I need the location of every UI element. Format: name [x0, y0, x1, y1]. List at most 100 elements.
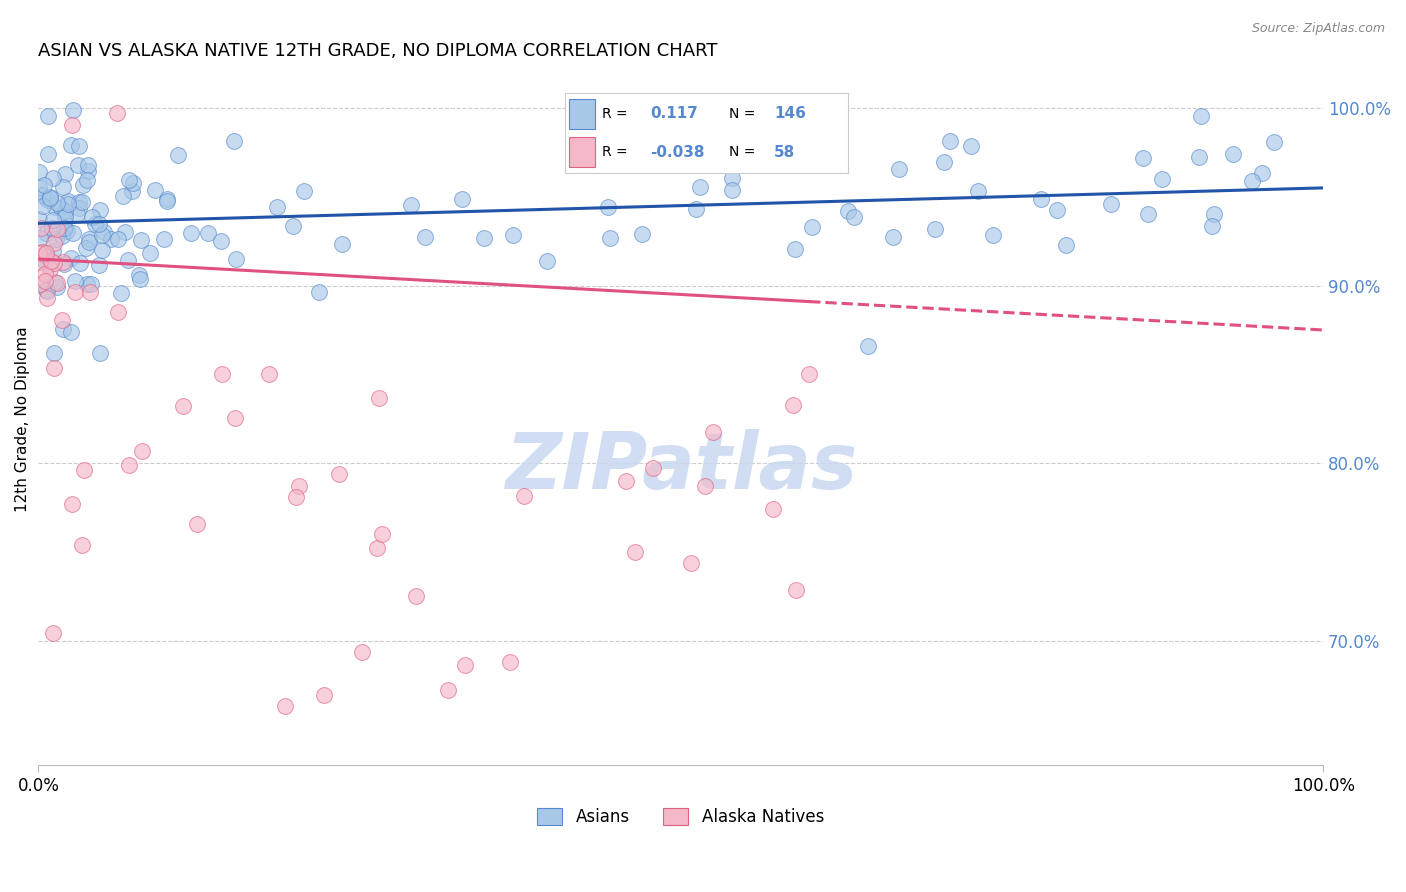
Point — [415, 229, 437, 244]
Point — [1201, 219, 1223, 233]
Point — [42, 346, 65, 360]
Point — [30, 277, 52, 291]
Point — [367, 391, 389, 405]
Point — [37, 285, 59, 299]
Point — [67, 138, 90, 153]
Point — [451, 192, 474, 206]
Point — [72, 538, 94, 552]
Point — [856, 339, 879, 353]
Point — [45, 276, 67, 290]
Point — [28, 165, 51, 179]
Point — [266, 200, 288, 214]
Point — [35, 245, 58, 260]
Point — [1029, 192, 1052, 206]
Point — [93, 226, 115, 240]
Point — [56, 194, 79, 208]
Point — [1046, 202, 1069, 217]
Point — [366, 541, 388, 555]
Point — [225, 252, 247, 267]
Point — [34, 246, 56, 260]
Point — [53, 167, 76, 181]
Point — [39, 253, 62, 268]
Point — [52, 255, 75, 269]
Point — [180, 226, 202, 240]
Point — [186, 516, 208, 531]
Point — [762, 502, 785, 516]
Point — [721, 184, 744, 198]
Point — [1263, 135, 1285, 149]
Point — [37, 146, 59, 161]
Point — [197, 227, 219, 241]
Point — [31, 244, 53, 259]
Point — [89, 202, 111, 217]
Point — [62, 103, 84, 118]
Point — [53, 220, 76, 235]
Text: Source: ZipAtlas.com: Source: ZipAtlas.com — [1251, 22, 1385, 36]
Point — [28, 246, 51, 260]
Point — [42, 244, 65, 258]
Point — [167, 148, 190, 162]
Point — [717, 142, 740, 156]
Point — [658, 99, 681, 113]
Point — [631, 227, 654, 241]
Point — [156, 194, 179, 208]
Point — [32, 178, 55, 193]
Point — [53, 204, 76, 219]
Point — [70, 195, 93, 210]
Point — [76, 158, 98, 172]
Point — [453, 658, 475, 673]
Point — [87, 259, 110, 273]
Point — [77, 163, 100, 178]
Point — [107, 232, 129, 246]
Point — [34, 253, 56, 268]
Point — [37, 109, 59, 123]
Point — [837, 204, 859, 219]
Point — [932, 154, 955, 169]
Point — [62, 227, 84, 241]
Point — [472, 231, 495, 245]
Point — [679, 556, 702, 570]
Point — [53, 257, 76, 271]
Point — [281, 219, 304, 234]
Point — [499, 655, 522, 669]
Point — [30, 231, 52, 245]
Point — [405, 590, 427, 604]
Point — [34, 249, 56, 263]
Point — [721, 171, 744, 186]
Point — [60, 119, 83, 133]
Point — [53, 210, 76, 224]
Point — [983, 228, 1005, 243]
Point — [52, 179, 75, 194]
Point — [65, 285, 87, 299]
Point — [257, 367, 280, 381]
Point — [599, 230, 621, 244]
Point — [1251, 166, 1274, 180]
Point — [131, 444, 153, 458]
Point — [292, 185, 315, 199]
Point — [59, 137, 82, 152]
Point — [76, 277, 98, 292]
Point — [107, 304, 129, 318]
Point — [56, 225, 79, 239]
Point — [51, 228, 73, 243]
Point — [117, 173, 139, 187]
Point — [117, 252, 139, 267]
Point — [31, 187, 53, 202]
Point — [143, 183, 166, 197]
Point — [288, 479, 311, 493]
Point — [66, 207, 89, 221]
Point — [91, 228, 114, 243]
Point — [91, 243, 114, 257]
Point — [118, 458, 141, 473]
Point — [1054, 237, 1077, 252]
Point — [114, 225, 136, 239]
Point — [35, 291, 58, 305]
Point — [1137, 207, 1160, 221]
Point — [80, 210, 103, 224]
Point — [73, 463, 96, 477]
Point — [37, 193, 59, 207]
Point — [38, 258, 60, 272]
Point — [83, 218, 105, 232]
Point — [614, 475, 637, 489]
Point — [41, 625, 63, 640]
